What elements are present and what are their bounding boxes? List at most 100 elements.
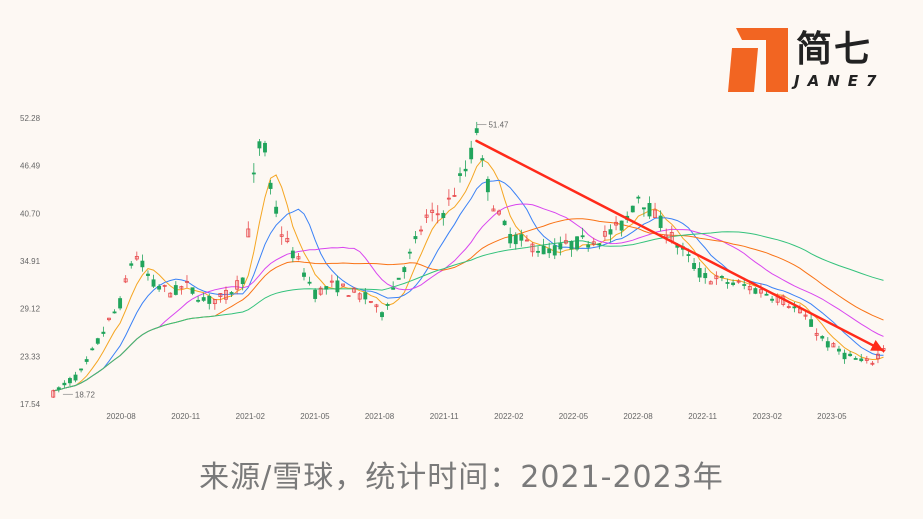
candle-body (502, 220, 507, 226)
candle-body (95, 338, 100, 344)
x-tick-label: 2023-02 (753, 412, 783, 421)
candle-body (770, 298, 775, 301)
candle-body (430, 209, 435, 213)
candle-body (357, 293, 362, 300)
candle-body (229, 292, 234, 294)
candle-body (814, 332, 819, 336)
candle-body (290, 250, 295, 259)
candle-body (541, 245, 546, 255)
candle-body (179, 286, 184, 289)
y-tick-label: 23.33 (20, 352, 41, 361)
candle-body (368, 301, 373, 303)
ma60-line (53, 231, 884, 392)
candle-body (848, 353, 853, 357)
candle-body (636, 196, 641, 199)
candle-body (641, 207, 646, 210)
candle-body (257, 141, 262, 149)
candle-body (831, 343, 836, 348)
candle-body (146, 273, 150, 276)
candle-body (212, 299, 217, 305)
x-tick-label: 2021-02 (236, 412, 266, 421)
source-caption: 来源/雪球，统计时间：2021-2023年 (199, 460, 724, 495)
candle-body (563, 240, 568, 244)
candle-body (435, 213, 440, 216)
candle-body (151, 279, 156, 287)
candle-body (73, 374, 78, 381)
candle-body (107, 317, 111, 321)
candle-body (630, 205, 635, 213)
candle-body (329, 280, 334, 283)
candle-body (112, 311, 117, 314)
candle-body (725, 282, 730, 284)
y-tick-label: 40.70 (20, 209, 41, 218)
candle-body (318, 287, 323, 295)
candle-body (786, 306, 791, 308)
candle-body (263, 142, 267, 153)
candle-body (51, 390, 56, 398)
x-tick-label: 2022-05 (559, 412, 589, 421)
candle-body (524, 239, 529, 242)
candle-body (474, 128, 479, 133)
candle-body (240, 277, 245, 285)
candle-body (419, 229, 423, 232)
candle-body (168, 292, 173, 298)
candle-body (647, 202, 652, 217)
candle-body (619, 220, 624, 231)
candle-body (62, 382, 67, 386)
candle-body (391, 287, 396, 290)
x-tick-label: 2023-05 (817, 412, 847, 421)
logo-mark-icon (728, 28, 788, 92)
x-tick-label: 2022-08 (623, 412, 653, 421)
candle-body (224, 289, 228, 300)
candle-body (491, 208, 496, 212)
candle-body (876, 353, 880, 360)
candle-body (580, 235, 585, 238)
downtrend-arrow-line (475, 139, 885, 353)
candle-body (268, 182, 273, 189)
candle-body (341, 283, 345, 287)
candle-body (441, 212, 446, 219)
candle-body (363, 292, 368, 300)
candle-body (313, 289, 318, 299)
candle-body (84, 359, 89, 362)
y-tick-label: 29.12 (20, 305, 41, 314)
candle-body (218, 293, 223, 298)
candle-body (118, 298, 123, 309)
candle-body (324, 286, 329, 290)
candle-body (296, 256, 301, 260)
candle-body (608, 229, 613, 235)
candle-body (469, 147, 474, 160)
candle-body (446, 197, 451, 200)
candle-body (380, 312, 384, 318)
ma5-line (53, 158, 884, 392)
candle-body (519, 234, 524, 241)
candle-body (463, 168, 468, 172)
candle-body (742, 284, 747, 286)
candle-body (162, 284, 167, 287)
candle-body (792, 306, 797, 309)
candle-body (837, 348, 841, 352)
x-tick-label: 2021-11 (430, 412, 459, 421)
candle-body (251, 172, 256, 175)
candle-body (279, 234, 284, 237)
candle-body (870, 362, 875, 365)
candle-body (653, 209, 658, 219)
candle-body (246, 228, 251, 238)
x-tick-label: 2020-08 (106, 412, 136, 421)
candle-body (129, 263, 134, 266)
candle-body (385, 304, 390, 306)
candle-body (803, 314, 808, 317)
candle-body (374, 304, 379, 308)
candle-body (157, 285, 162, 290)
candle-body (185, 281, 189, 283)
candle-body (396, 277, 401, 280)
candle-body (190, 287, 195, 294)
candle-body (859, 358, 864, 362)
candle-body (809, 319, 814, 327)
candle-body (452, 194, 457, 197)
candle-body (708, 281, 713, 285)
candle-body (614, 221, 618, 226)
y-tick-label: 17.54 (20, 400, 41, 409)
candle-body (480, 158, 485, 161)
candle-body (558, 243, 563, 250)
